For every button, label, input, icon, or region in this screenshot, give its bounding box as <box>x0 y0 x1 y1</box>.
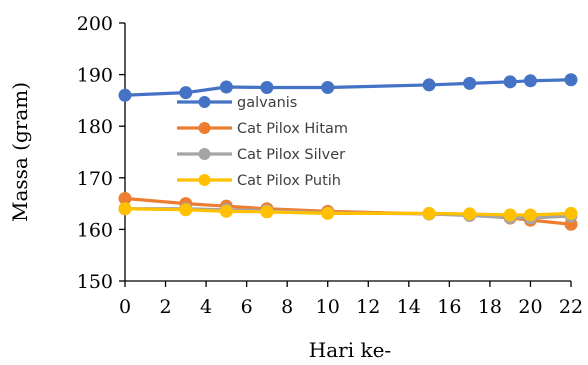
series-line <box>124 207 572 217</box>
data-point <box>503 208 517 222</box>
data-point <box>523 74 537 88</box>
legend-marker <box>198 148 211 160</box>
series-line <box>124 78 572 97</box>
y-tick-label: 170 <box>77 168 113 190</box>
x-tick-label: 14 <box>397 296 421 318</box>
data-point <box>219 80 233 94</box>
legend-label: Cat Pilox Putih <box>237 173 341 189</box>
y-axis-title: Massa (gram) <box>8 82 32 222</box>
x-tick-label: 18 <box>478 296 502 318</box>
x-tick-label: 8 <box>281 296 293 318</box>
data-point <box>260 81 274 94</box>
series-1 <box>118 73 578 102</box>
data-point <box>179 86 193 100</box>
data-point <box>564 73 578 87</box>
x-tick-label: 16 <box>437 296 461 318</box>
legend: galvanis Cat Pilox Hitam Cat Pilox Silver C… <box>177 95 348 189</box>
series-layer <box>118 73 578 231</box>
series-4 <box>118 202 578 222</box>
x-axis-ticks: 0 2 4 6 8 10 12 14 16 18 20 22 <box>119 281 583 318</box>
legend-label: Cat Pilox Silver <box>237 147 345 163</box>
legend-marker <box>198 174 211 186</box>
x-tick-label: 6 <box>241 296 253 318</box>
legend-item: Cat Pilox Silver <box>177 147 345 163</box>
y-tick-label: 160 <box>77 219 113 241</box>
x-tick-label: 12 <box>356 296 380 318</box>
data-point <box>118 191 132 205</box>
data-point <box>219 204 233 218</box>
legend-item: Cat Pilox Hitam <box>177 121 348 137</box>
x-tick-label: 10 <box>316 296 340 318</box>
data-point <box>260 205 274 219</box>
data-point <box>463 207 477 221</box>
x-tick-label: 20 <box>518 296 542 318</box>
data-point <box>503 75 517 89</box>
legend-label: Cat Pilox Hitam <box>237 121 348 137</box>
data-point <box>118 202 132 216</box>
data-point <box>463 76 477 90</box>
data-point <box>523 208 537 222</box>
x-tick-label: 4 <box>200 296 212 318</box>
y-tick-label: 200 <box>77 13 113 35</box>
x-tick-label: 0 <box>119 296 131 318</box>
data-point <box>179 203 193 217</box>
y-axis-ticks: 150 160 170 180 190 200 <box>77 13 125 293</box>
data-point <box>564 206 578 220</box>
legend-marker <box>198 122 211 134</box>
y-tick-label: 180 <box>77 116 113 138</box>
legend-item: Cat Pilox Putih <box>177 173 341 189</box>
y-tick-label: 150 <box>77 271 113 293</box>
x-tick-label: 22 <box>559 296 583 318</box>
legend-item: galvanis <box>177 95 297 111</box>
data-point <box>422 206 436 220</box>
data-point <box>321 81 335 94</box>
data-point <box>422 78 436 92</box>
legend-marker <box>198 96 211 108</box>
x-tick-label: 2 <box>159 296 171 318</box>
data-point <box>118 88 132 102</box>
y-tick-label: 190 <box>77 65 113 87</box>
legend-label: galvanis <box>237 95 297 111</box>
x-axis-title: Hari ke- <box>309 338 391 362</box>
data-point <box>321 206 335 220</box>
